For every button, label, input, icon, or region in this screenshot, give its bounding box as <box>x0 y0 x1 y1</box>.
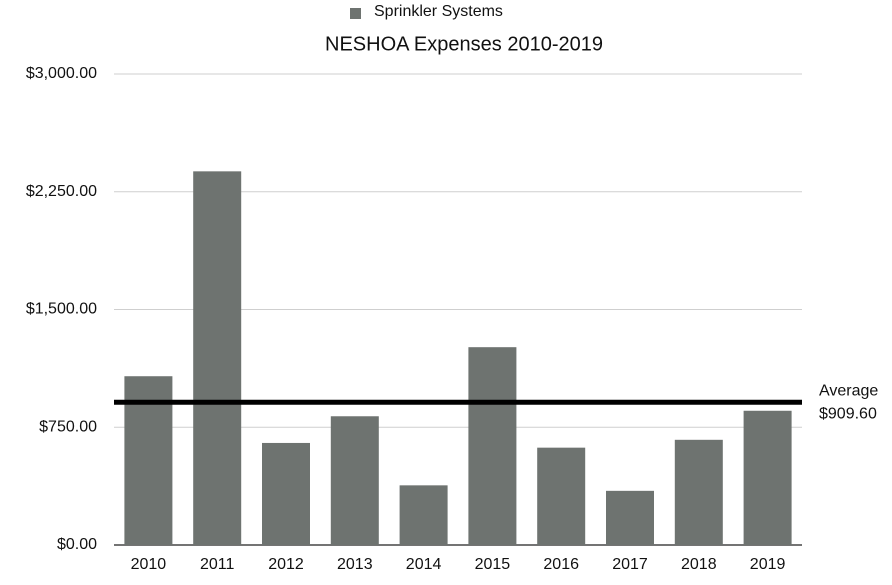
bar <box>262 442 310 545</box>
x-tick-label: 2017 <box>612 556 648 573</box>
legend-swatch <box>350 8 361 19</box>
x-tick-label: 2013 <box>337 556 373 573</box>
x-tick-label: 2018 <box>681 556 717 573</box>
bar <box>537 447 586 545</box>
bar <box>193 171 242 545</box>
average-label: Average <box>819 382 878 399</box>
x-tick-label: 2011 <box>200 556 235 573</box>
x-tick-label: 2019 <box>750 556 786 573</box>
y-tick-label: $0.00 <box>57 536 97 553</box>
bar <box>399 485 448 545</box>
average-value-label: $909.60 <box>819 405 877 422</box>
bar <box>674 439 723 545</box>
chart-title: NESHOA Expenses 2010-2019 <box>325 33 603 55</box>
x-tick-label: 2014 <box>406 556 442 573</box>
y-tick-label: $2,250.00 <box>26 183 97 200</box>
bar <box>330 416 379 545</box>
x-tick-label: 2016 <box>543 556 579 573</box>
x-tick-label: 2015 <box>475 556 511 573</box>
x-tick-label: 2012 <box>268 556 304 573</box>
y-tick-label: $3,000.00 <box>26 65 97 82</box>
bar <box>468 347 517 545</box>
bar <box>606 490 654 545</box>
legend-label: Sprinkler Systems <box>374 3 503 20</box>
y-tick-label: $750.00 <box>39 418 97 435</box>
y-tick-label: $1,500.00 <box>26 301 97 318</box>
x-tick-label: 2010 <box>131 556 167 573</box>
bar <box>743 410 792 545</box>
